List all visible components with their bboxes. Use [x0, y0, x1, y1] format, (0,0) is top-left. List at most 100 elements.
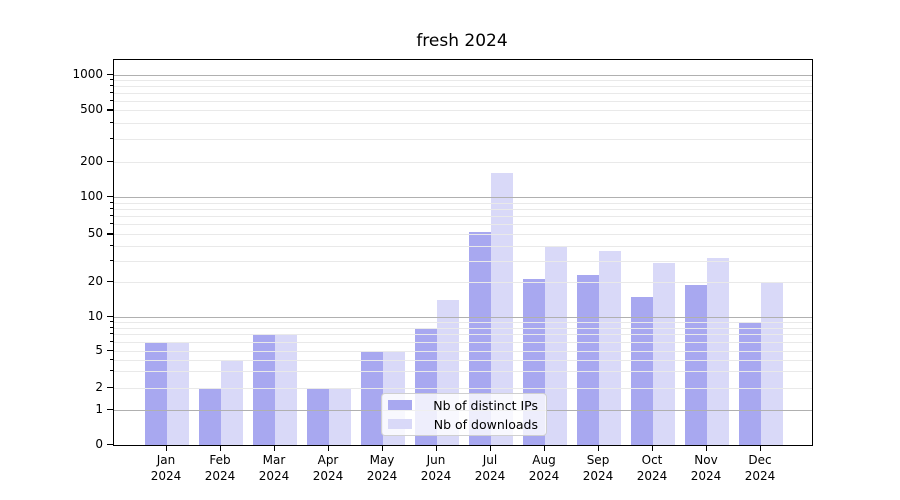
gridline-minor [114, 234, 812, 236]
legend: Nb of distinct IPs Nb of downloads [381, 393, 547, 436]
y-tick-mark-minor [109, 244, 113, 246]
gridline-minor [114, 359, 812, 361]
bar-downloads [761, 282, 783, 445]
gridline-major [114, 197, 812, 198]
y-tick-mark-minor [109, 341, 113, 343]
bar-downloads [275, 334, 297, 445]
bar-downloads [221, 359, 243, 445]
bar-distinct-ips [361, 351, 383, 445]
y-tick-mark-minor [109, 121, 113, 123]
x-tick-label: Jan 2024 [150, 453, 182, 483]
gridline-minor [114, 334, 812, 336]
y-tick-label: 20 [87, 274, 103, 288]
y-tick-mark-minor [109, 100, 113, 101]
y-tick-mark-minor [109, 201, 113, 203]
x-tick-label: Sep 2024 [582, 453, 614, 483]
bar-distinct-ips [307, 387, 329, 445]
x-tick-label: Dec 2024 [744, 453, 776, 483]
y-tick-label: 0 [95, 436, 103, 451]
bar-distinct-ips [253, 334, 275, 445]
y-tick-mark-minor [109, 79, 113, 81]
bar-downloads [599, 251, 621, 445]
gridline-minor [114, 122, 812, 124]
y-tick-mark-minor [109, 386, 113, 388]
x-tick-mark [490, 445, 492, 451]
x-tick-mark [436, 445, 438, 451]
bar-downloads [491, 173, 513, 445]
gridline-major [114, 317, 812, 318]
y-tick-label: 10 [87, 309, 103, 323]
x-tick-label: Oct 2024 [636, 453, 668, 483]
bar-downloads [653, 262, 675, 445]
legend-item-distinct-ips: Nb of distinct IPs [388, 398, 538, 413]
y-tick-mark-minor [109, 208, 113, 209]
y-tick-label: 5 [95, 343, 103, 357]
downloads-swatch [388, 419, 412, 429]
gridline-minor [114, 216, 812, 218]
y-tick-mark-minor [109, 333, 113, 335]
bar-downloads [545, 245, 567, 445]
bar-distinct-ips [199, 387, 221, 445]
x-tick-mark [598, 445, 600, 451]
legend-item-downloads: Nb of downloads [388, 417, 538, 432]
gridline-minor [114, 202, 812, 204]
distinct-ips-swatch [388, 400, 412, 410]
x-tick-mark [652, 445, 654, 451]
bar-distinct-ips [469, 232, 491, 445]
y-tick-mark-minor [109, 259, 113, 261]
x-tick-mark [220, 445, 222, 451]
x-tick-label: Apr 2024 [312, 453, 344, 483]
y-tick-mark [107, 196, 113, 198]
y-tick-mark [107, 74, 113, 76]
gridline-minor [114, 282, 812, 283]
y-tick-mark-minor [109, 281, 113, 282]
y-tick-mark [107, 409, 113, 411]
gridline-minor [114, 93, 812, 95]
y-tick-mark-minor [109, 161, 113, 162]
gridline-minor [114, 351, 812, 352]
y-tick-mark-minor [109, 321, 113, 323]
gridline-minor [114, 322, 812, 324]
y-tick-mark-minor [109, 109, 113, 111]
y-tick-label: 200 [80, 154, 103, 168]
gridline-minor [114, 260, 812, 262]
gridline-major [114, 75, 812, 76]
gridline-minor [114, 387, 812, 389]
y-tick-label: 50 [87, 226, 103, 241]
plot-area: Nb of distinct IPs Nb of downloads [113, 59, 813, 446]
gridline-minor [114, 86, 812, 88]
x-tick-mark [166, 445, 168, 451]
y-tick-label: 2 [95, 379, 103, 394]
legend-label: Nb of distinct IPs [433, 397, 538, 413]
y-tick-mark [107, 316, 113, 318]
y-tick-label: 100 [80, 189, 103, 203]
gridline-minor [114, 80, 812, 82]
gridline-minor [114, 162, 812, 163]
gridline-minor [114, 110, 812, 112]
y-tick-label: 1 [95, 402, 103, 416]
y-tick-mark-minor [109, 370, 113, 372]
gridline-minor [114, 342, 812, 344]
bar-distinct-ips [739, 322, 761, 445]
y-tick-mark-minor [109, 326, 113, 328]
bar-downloads [167, 342, 189, 445]
x-tick-label: Aug 2024 [528, 453, 560, 483]
bar-distinct-ips [631, 296, 653, 445]
x-tick-label: May 2024 [366, 453, 398, 483]
x-tick-mark [382, 445, 384, 451]
y-tick-mark-minor [109, 138, 113, 140]
y-tick-mark-minor [109, 85, 113, 87]
y-tick-mark [107, 443, 113, 445]
gridline-minor [114, 245, 812, 247]
y-tick-mark-minor [109, 92, 113, 94]
x-tick-label: Mar 2024 [258, 453, 290, 483]
y-tick-mark-minor [109, 215, 113, 217]
y-tick-mark-minor [109, 358, 113, 360]
x-tick-mark [328, 445, 330, 451]
x-tick-mark [706, 445, 708, 451]
y-tick-mark-minor [109, 350, 113, 351]
gridline-minor [114, 371, 812, 373]
gridline-minor [114, 139, 812, 141]
y-tick-mark-minor [109, 233, 113, 235]
